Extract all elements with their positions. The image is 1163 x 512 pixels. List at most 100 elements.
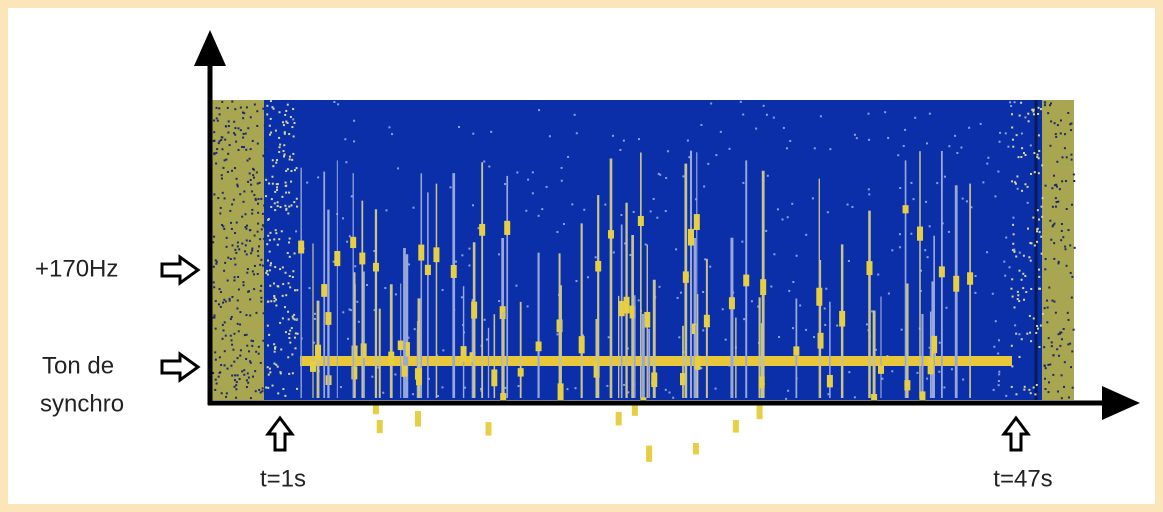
noise-dot (1057, 262, 1060, 265)
noise-dot (1057, 333, 1060, 336)
speck (785, 147, 788, 150)
noise-dot (220, 364, 223, 367)
noise-dot (1060, 223, 1063, 226)
noise-dot (266, 259, 269, 262)
noise-dot (276, 205, 279, 208)
speck (787, 389, 790, 392)
noise-dot (215, 260, 218, 263)
speck (997, 170, 1000, 173)
speck (994, 320, 997, 323)
noise-dot (254, 198, 257, 201)
noise-dot (1046, 321, 1049, 324)
noise-dot (1057, 390, 1060, 393)
speck (548, 135, 551, 138)
noise-dot (246, 344, 249, 347)
noise-dot (224, 125, 227, 128)
tone-blob (967, 272, 974, 285)
speck (408, 263, 411, 266)
noise-dot (242, 136, 245, 139)
noise-dot (267, 344, 270, 347)
noise-dot (287, 356, 290, 359)
noise-dot (282, 283, 285, 286)
noise-dot (293, 121, 296, 124)
tone-blob (692, 443, 699, 455)
time-end-label: t=47s (993, 465, 1052, 492)
noise-dot (283, 306, 286, 309)
noise-dot (1041, 197, 1044, 200)
noise-dot (1028, 314, 1031, 317)
noise-dot (1020, 278, 1023, 281)
speck (805, 328, 808, 331)
speck (900, 328, 903, 331)
noise-dot (263, 124, 266, 127)
noise-dot (293, 336, 296, 339)
speck (823, 307, 826, 310)
noise-dot (256, 202, 259, 205)
noise-dot (272, 107, 275, 110)
noise-dot (260, 296, 263, 299)
speck (998, 370, 1001, 373)
noise-dot (216, 119, 219, 122)
speck (659, 173, 662, 176)
noise-dot (213, 193, 216, 196)
noise-dot (1056, 124, 1059, 127)
noise-dot (1057, 354, 1060, 357)
speck (770, 285, 773, 288)
noise-dot (236, 374, 239, 377)
speck (686, 139, 689, 142)
noise-dot (1037, 157, 1040, 160)
noise-dot (1051, 187, 1054, 190)
tone-blob (623, 296, 630, 314)
noise-dot (236, 185, 239, 188)
speck (457, 126, 460, 129)
noise-dot (1073, 179, 1076, 182)
noise-dot (273, 300, 276, 303)
noise-dot (247, 180, 250, 183)
speck (587, 276, 590, 279)
noise-dot (225, 392, 228, 395)
speck (943, 386, 946, 389)
tone-blob (372, 262, 379, 272)
noise-dot (1050, 345, 1053, 348)
speck (488, 165, 491, 168)
sync-tone-arrow (160, 351, 201, 383)
speck (910, 232, 913, 235)
noise-dot (254, 197, 257, 200)
speck (1004, 274, 1007, 277)
noise-dot (269, 371, 272, 374)
speck (464, 386, 467, 389)
noise-dot (1022, 254, 1025, 257)
speck (1010, 105, 1013, 108)
noise-dot (238, 378, 241, 381)
speck (884, 111, 887, 114)
tone-blob (760, 279, 767, 296)
noise-dot (270, 198, 273, 201)
speck (477, 227, 480, 230)
noise-dot (214, 259, 217, 262)
speck (531, 192, 534, 195)
noise-dot (232, 348, 235, 351)
speck (1007, 145, 1010, 148)
tone-blob (376, 419, 383, 434)
noise-dot (278, 146, 281, 149)
noise-dot (1016, 290, 1019, 293)
speck (741, 240, 744, 243)
speck (357, 320, 360, 323)
speck (998, 339, 1001, 342)
noise-dot (291, 315, 294, 318)
speck (483, 318, 486, 321)
speck (899, 246, 902, 249)
noise-dot (246, 159, 249, 162)
noise-dot (260, 228, 263, 231)
noise-dot (219, 206, 222, 209)
noise-dot (1032, 317, 1035, 320)
noise-dot (237, 330, 240, 333)
tone-blob (401, 365, 408, 377)
tone-blob (687, 228, 694, 246)
noise-dot (1044, 268, 1047, 271)
speck (813, 147, 816, 150)
noise-dot (1038, 149, 1041, 152)
noise-dot (253, 176, 256, 179)
noise-dot (1063, 385, 1066, 388)
noise-dot (268, 124, 271, 127)
